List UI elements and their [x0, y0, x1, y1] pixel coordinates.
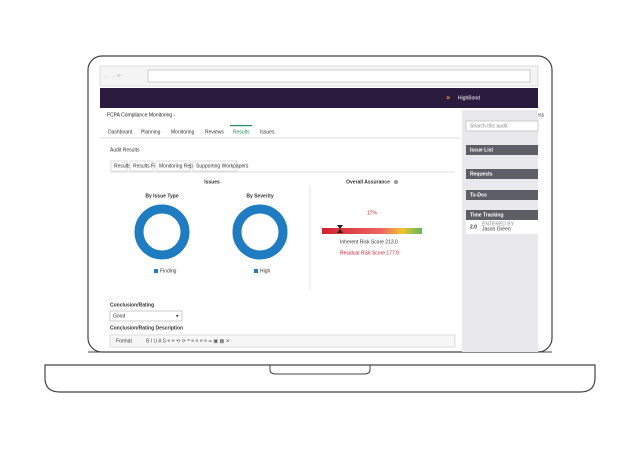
tab-underline	[230, 125, 252, 127]
donut	[232, 204, 288, 260]
tab[interactable]: Issues	[260, 129, 275, 135]
address-bar[interactable]	[147, 69, 531, 83]
subtab[interactable]	[129, 160, 154, 172]
subtab-label: Supporting Workpapers	[196, 163, 249, 169]
section-title: Audit Results	[110, 147, 140, 153]
sidebar-item[interactable]	[466, 145, 538, 155]
label: Conclusion/Rating Description	[110, 325, 183, 331]
hours: 2.0	[470, 224, 477, 230]
subtab[interactable]	[192, 160, 238, 172]
subtab-label: Results Files	[133, 163, 162, 169]
label: Conclusion/Rating	[110, 302, 154, 308]
subtab[interactable]	[155, 160, 191, 172]
tab[interactable]: Reviews	[205, 129, 224, 135]
sidebar-item[interactable]	[466, 190, 538, 200]
laptop-base	[44, 364, 596, 393]
search[interactable]	[465, 120, 539, 132]
gauge-pointer	[337, 225, 343, 233]
tab[interactable]: Planning	[141, 129, 161, 135]
sidebar-item[interactable]	[466, 169, 538, 179]
sidebar-label: To-Dos	[470, 192, 487, 198]
subtab-label: Results	[114, 163, 131, 169]
percent: 17%	[367, 210, 378, 216]
sidebar-label: Requests	[470, 171, 493, 177]
tab[interactable]: Monitoring	[171, 129, 195, 135]
donut	[134, 204, 190, 260]
chart-title: By Severity	[246, 193, 273, 199]
tab[interactable]: Dashboard	[108, 129, 133, 135]
residual: Residual Risk Score 177.0	[340, 250, 399, 256]
assurance-title: Overall Assurance	[346, 179, 390, 185]
sidebar-label: Time Tracking	[470, 212, 504, 218]
gauge	[322, 228, 422, 234]
search-placeholder: Search this audit	[470, 123, 508, 129]
legend-swatch	[154, 269, 158, 273]
subtab[interactable]	[110, 160, 128, 172]
format[interactable]: Format	[116, 338, 132, 344]
app-header	[100, 88, 538, 108]
sidebar-item[interactable]	[466, 210, 538, 220]
toolbar-icons: B I U A S ≡ ≡ ⟲ ⟳ ❝ ≡ ≡ ≡ ≡ ∞ ▣ ▦ ✕	[146, 338, 230, 344]
tab[interactable]: Results	[233, 129, 250, 135]
legend-swatch	[254, 269, 258, 273]
dropdown[interactable]	[109, 310, 183, 322]
dropdown-value: Good	[113, 313, 125, 319]
app-title: FCPA Compliance Monitoring -	[107, 112, 176, 118]
sidebar-label: Issue List	[470, 147, 493, 153]
logo-mark: ✕	[446, 95, 450, 101]
info-icon[interactable]	[394, 180, 398, 184]
time-card	[466, 220, 538, 234]
laptop-notch	[269, 365, 371, 375]
subtab-label: Monitoring Reports	[159, 163, 202, 169]
legend: High	[260, 268, 271, 274]
entered-by: ENTERED BY	[482, 221, 515, 227]
tabs: Dashboard Planning Monitoring Reviews Result…	[108, 125, 275, 135]
sidebar-items: Issue List Requests To-Dos Time Tracking	[466, 145, 538, 220]
user: Jason Green	[482, 226, 511, 232]
logo: HighBond	[458, 95, 480, 101]
editor-toolbar	[109, 334, 456, 348]
legend: Finding	[160, 268, 177, 274]
caret: ▾	[176, 313, 179, 319]
inherent: Inherent Risk Score 213.0	[340, 239, 398, 245]
issues-title: Issues	[204, 179, 220, 185]
nav-icons: ← → ⟳	[104, 73, 122, 79]
chart-title: By Issue Type	[145, 193, 178, 199]
